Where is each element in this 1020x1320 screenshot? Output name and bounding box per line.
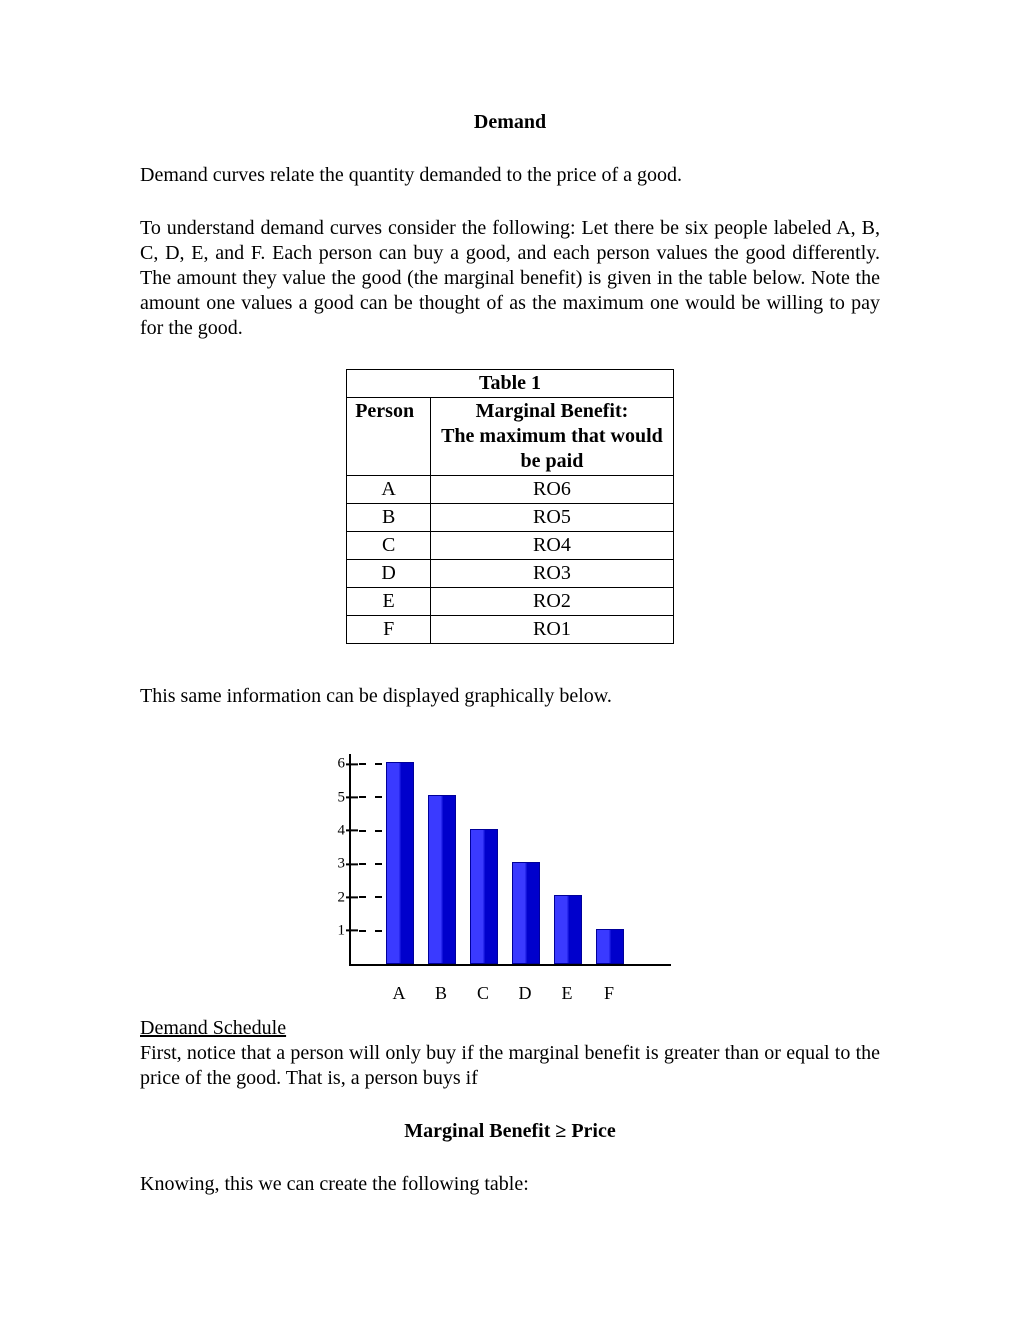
formula-marginal-benefit: Marginal Benefit ≥ Price — [140, 1119, 880, 1144]
page-title: Demand — [140, 110, 880, 135]
y-tick-label: 1 — [338, 921, 346, 940]
x-tick-label: C — [477, 982, 489, 1005]
table-row: ERO2 — [347, 588, 674, 616]
chart-bar — [428, 795, 456, 964]
section-heading-demand-schedule: Demand Schedule — [140, 1016, 880, 1041]
intro-paragraph: Demand curves relate the quantity demand… — [140, 163, 880, 188]
table-row: ARO6 — [347, 476, 674, 504]
body-paragraph-3: First, notice that a person will only bu… — [140, 1041, 880, 1091]
y-tick-label: 4 — [338, 821, 346, 840]
table-1-header-person: Person — [347, 398, 431, 476]
chart-bar — [554, 895, 582, 964]
table-row: FRO1 — [347, 616, 674, 644]
table-row: CRO4 — [347, 532, 674, 560]
table-1-caption: Table 1 — [347, 370, 674, 398]
body-paragraph-4: Knowing, this we can create the followin… — [140, 1172, 880, 1197]
table-row: BRO5 — [347, 504, 674, 532]
x-tick-label: A — [393, 982, 406, 1005]
chart-bar — [596, 929, 624, 964]
table-row: DRO3 — [347, 560, 674, 588]
table-1: Table 1 Person Marginal Benefit: The max… — [346, 369, 674, 644]
x-tick-label: F — [604, 982, 614, 1005]
chart-bar — [470, 829, 498, 964]
y-tick-label: 5 — [338, 788, 346, 807]
body-paragraph-2: This same information can be displayed g… — [140, 684, 880, 709]
y-tick-label: 6 — [338, 755, 346, 774]
body-paragraph-1: To understand demand curves consider the… — [140, 216, 880, 341]
x-tick-label: B — [435, 982, 447, 1005]
chart-bar — [512, 862, 540, 964]
y-tick-label: 3 — [338, 855, 346, 874]
table-1-header-mb: Marginal Benefit: The maximum that would… — [431, 398, 674, 476]
y-tick-label: 2 — [338, 888, 346, 907]
x-tick-label: E — [562, 982, 573, 1005]
chart-bar — [386, 762, 414, 964]
bar-chart: ABCDEF 123456 — [349, 754, 671, 966]
x-tick-label: D — [519, 982, 532, 1005]
